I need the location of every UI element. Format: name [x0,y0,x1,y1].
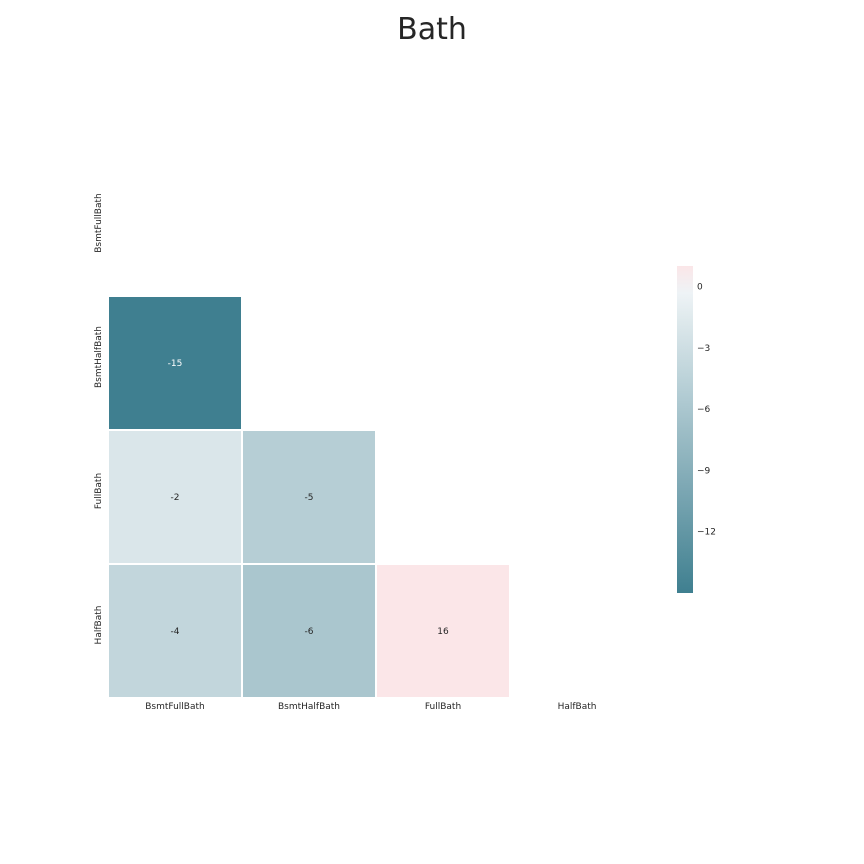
cell-value-label: -2 [171,493,180,503]
cell-value-label: -5 [305,493,314,503]
colorbar: 0 −3 −6 −9 −12 [677,266,716,593]
colorbar-tick-label: −12 [697,528,716,538]
heatmap-cell [241,429,377,565]
x-tick-label: BsmtFullBath [145,702,204,712]
colorbar-tick-label: 0 [697,282,703,292]
y-tick-label: BsmtHalfBath [94,326,104,388]
colorbar-tick-label: −9 [697,466,711,476]
colorbar-tick-label: −6 [697,405,711,415]
heatmap-cell [241,563,377,699]
colorbar-tick-label: −3 [697,344,710,354]
cell-value-label: -6 [305,627,314,637]
cell-value-label: 16 [437,627,449,637]
x-axis-tick-labels: BsmtFullBath BsmtHalfBath FullBath HalfBath [145,702,596,712]
heatmap-cell [107,295,243,431]
cell-value-label: -4 [171,627,180,637]
chart-title: Bath [397,12,467,47]
cell-value-label: -15 [168,359,183,369]
heatmap-cells: -15 -2 -5 -4 -6 16 [107,295,511,699]
x-tick-label: HalfBath [558,702,597,712]
y-tick-label: HalfBath [94,606,104,645]
heatmap-cell [107,563,243,699]
heatmap-cell [107,429,243,565]
y-tick-label: FullBath [94,473,104,509]
y-axis-tick-labels: BsmtFullBath BsmtHalfBath FullBath HalfBath [94,193,104,644]
y-tick-label: BsmtFullBath [94,193,104,252]
x-tick-label: BsmtHalfBath [278,702,340,712]
colorbar-gradient [677,266,693,593]
x-tick-label: FullBath [425,702,461,712]
heatmap-cell [375,563,511,699]
